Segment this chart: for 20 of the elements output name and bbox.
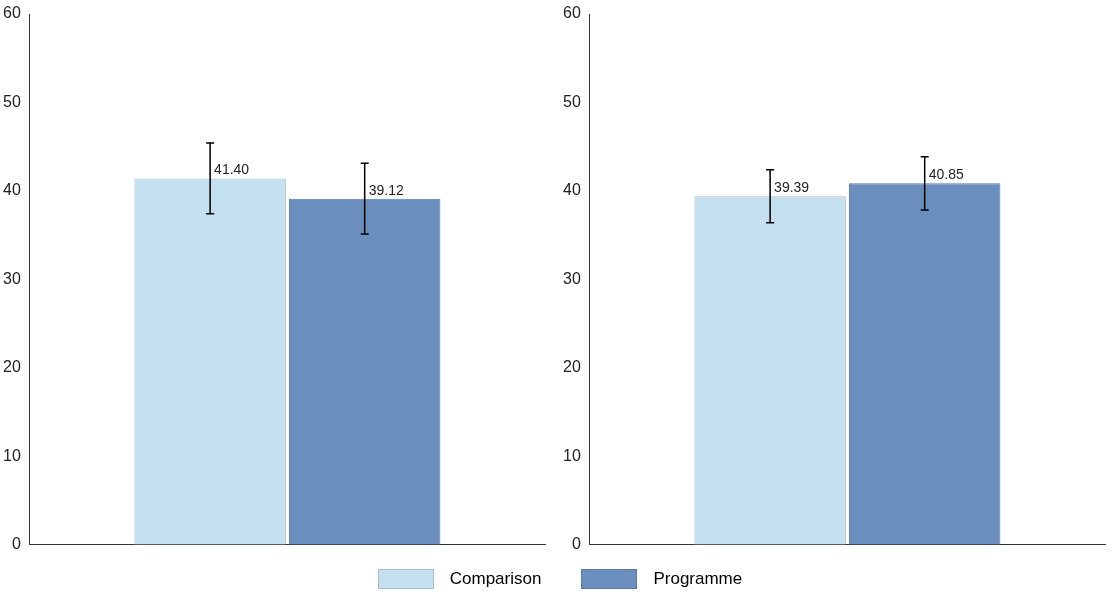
- data-label: 40.85: [928, 166, 964, 183]
- y-tick-label: 20: [563, 358, 581, 376]
- y-tick-label: 10: [3, 446, 21, 464]
- y-tick-label: 0: [11, 535, 21, 553]
- legend-label: Programme: [653, 569, 743, 589]
- y-tick-label: 30: [563, 269, 581, 287]
- y-tick-label: 50: [3, 92, 21, 110]
- data-label: 41.40: [214, 161, 250, 178]
- y-tick-label: 40: [3, 181, 21, 199]
- y-tick-label: 60: [563, 4, 581, 22]
- y-tick-label: 50: [563, 92, 581, 110]
- y-tick-label: 20: [3, 358, 21, 376]
- y-tick-label: 10: [563, 446, 581, 464]
- data-label: 39.12: [368, 181, 404, 198]
- y-tick-label: 30: [3, 269, 21, 287]
- y-tick-label: 40: [563, 181, 581, 199]
- legend-label: Comparison: [449, 569, 542, 589]
- data-label: 39.39: [774, 179, 810, 196]
- y-tick-label: 60: [3, 4, 21, 22]
- y-tick-label: 0: [571, 535, 581, 553]
